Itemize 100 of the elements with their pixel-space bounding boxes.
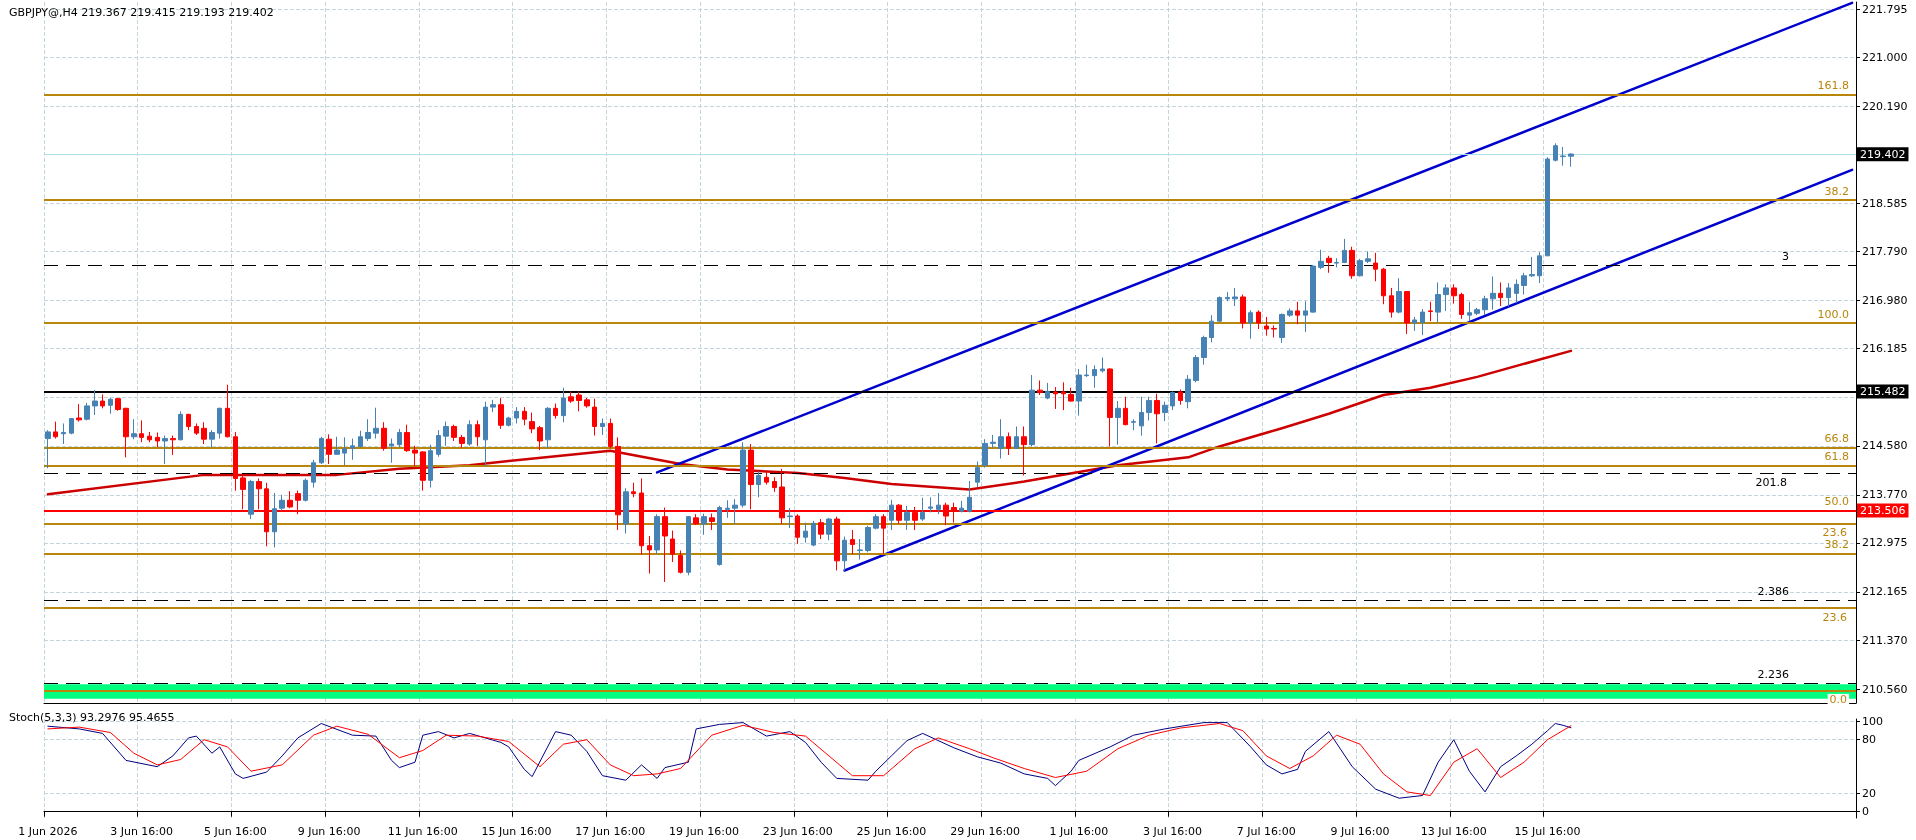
- candlestick: [92, 389, 98, 416]
- y-tick-label: 210.560: [1862, 682, 1908, 696]
- candlestick: [1029, 374, 1035, 447]
- candlestick: [1271, 324, 1277, 339]
- candlestick: [826, 517, 832, 541]
- candlestick: [936, 492, 941, 515]
- candlestick: [311, 459, 316, 489]
- candlestick: [982, 438, 988, 469]
- candlestick: [1396, 277, 1402, 314]
- candlestick: [506, 416, 511, 427]
- candlestick: [1053, 386, 1058, 410]
- candlestick: [522, 406, 527, 426]
- ref-line-label: 215.482: [1860, 384, 1906, 398]
- candlestick: [420, 450, 426, 492]
- candlestick: [717, 505, 722, 567]
- candlestick: [475, 419, 480, 447]
- candlestick: [1537, 251, 1542, 284]
- candlestick: [373, 407, 379, 440]
- candlestick: [701, 513, 707, 536]
- candlestick: [483, 401, 488, 467]
- candlestick: [1318, 249, 1324, 270]
- candlestick: [1107, 367, 1113, 447]
- candlestick: [1560, 146, 1566, 167]
- candlestick: [1474, 307, 1480, 316]
- candlestick: [443, 421, 449, 447]
- candlestick: [1217, 295, 1222, 323]
- candlestick: [686, 515, 691, 576]
- annotation: 66.8: [1824, 432, 1850, 446]
- candlestick: [693, 513, 699, 526]
- candlestick: [1264, 316, 1269, 337]
- candlestick: [1373, 252, 1378, 282]
- candlestick: [795, 513, 800, 545]
- x-tick-label: 7 Jul 16:00: [1236, 825, 1296, 838]
- candlestick: [787, 507, 793, 529]
- candlestick: [342, 436, 347, 466]
- y-tick-label: 212.975: [1862, 536, 1908, 550]
- candlestick: [1115, 400, 1121, 446]
- candlestick: [279, 494, 285, 512]
- y-tick-label: 214.580: [1862, 439, 1908, 453]
- candlestick: [108, 397, 113, 415]
- candlestick: [725, 499, 730, 519]
- y-tick-label: 20: [1862, 787, 1876, 801]
- candlestick: [155, 432, 160, 448]
- candlestick: [412, 445, 418, 467]
- candlestick: [842, 536, 847, 571]
- candlestick: [1310, 264, 1316, 314]
- candlestick: [1178, 389, 1183, 406]
- candlestick: [967, 480, 972, 513]
- candlestick: [1482, 295, 1488, 316]
- candlestick: [553, 402, 558, 420]
- candlestick: [1014, 425, 1019, 450]
- candlestick: [850, 529, 855, 555]
- annotation: 38.2: [1824, 184, 1850, 198]
- annotation: 50.0: [1824, 495, 1850, 509]
- y-tick-label: 216.980: [1862, 294, 1908, 308]
- candlestick: [76, 403, 82, 423]
- ref-line-label: 219.402: [1860, 147, 1906, 161]
- candlestick: [764, 470, 769, 486]
- candlestick: [1295, 301, 1300, 325]
- candlestick: [1287, 307, 1293, 318]
- candlestick: [1568, 152, 1574, 168]
- candlestick: [397, 428, 402, 448]
- candlestick: [1451, 283, 1457, 305]
- candlestick: [1514, 278, 1519, 304]
- candlestick: [1365, 251, 1371, 264]
- candlestick: [600, 418, 605, 436]
- candlestick: [1498, 281, 1503, 307]
- candlestick: [201, 421, 207, 445]
- candlestick: [1162, 401, 1168, 422]
- y-tick-label: 212.165: [1862, 585, 1908, 599]
- candlestick: [84, 402, 90, 421]
- annotation: 23.6: [1822, 610, 1848, 624]
- x-tick-label: 23 Jun 16:00: [762, 825, 833, 838]
- candlestick: [365, 418, 371, 442]
- candlestick: [123, 407, 129, 458]
- candlestick: [319, 436, 324, 465]
- candlestick: [209, 429, 215, 449]
- candlestick: [350, 438, 355, 461]
- annotation: 161.8: [1817, 78, 1850, 92]
- candlestick: [1248, 309, 1253, 340]
- x-tick-label: 15 Jul 16:00: [1514, 825, 1581, 838]
- candlestick: [670, 530, 675, 563]
- candlestick: [1435, 281, 1441, 323]
- candlestick: [881, 513, 886, 555]
- candlestick: [1467, 301, 1472, 322]
- candlestick: [358, 430, 363, 449]
- candlestick: [1420, 308, 1425, 336]
- candlestick: [756, 470, 761, 498]
- candlestick: [69, 417, 74, 435]
- y-tick-label: 211.370: [1862, 633, 1908, 647]
- candlestick: [451, 424, 457, 442]
- candlestick: [732, 498, 738, 525]
- annotation: 2.386: [1757, 584, 1790, 598]
- y-tick-label: 221.000: [1862, 50, 1908, 64]
- candlestick: [233, 431, 238, 492]
- candlestick: [1490, 275, 1496, 311]
- candlestick: [147, 431, 152, 443]
- candlestick: [1209, 314, 1214, 343]
- candlestick: [928, 496, 933, 513]
- candlestick: [529, 412, 535, 434]
